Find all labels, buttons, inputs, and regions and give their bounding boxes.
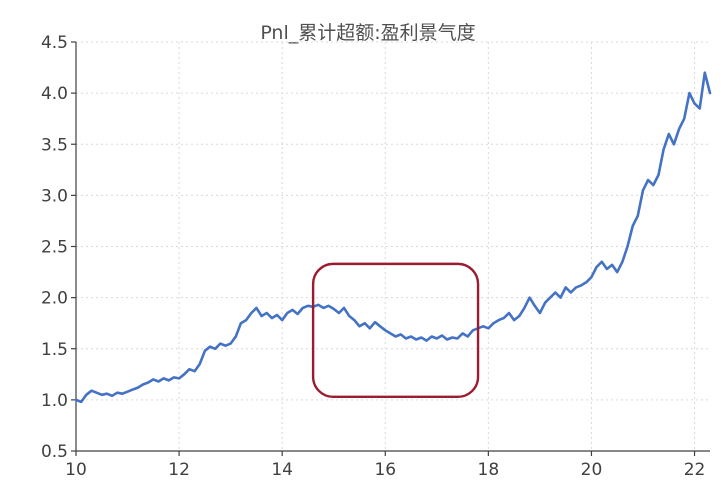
highlight-box — [311, 262, 480, 399]
x-tick-label: 10 — [65, 460, 87, 480]
y-tick-label: 3.0 — [41, 186, 68, 206]
y-tick-label: 1.0 — [41, 391, 68, 411]
y-tick-label: 4.0 — [41, 84, 68, 104]
y-tick-label: 1.5 — [41, 340, 68, 360]
x-tick-label: 18 — [478, 460, 500, 480]
grid-layer — [76, 41, 710, 451]
x-tick-label: 16 — [374, 460, 396, 480]
y-tick-label: 0.5 — [41, 442, 68, 462]
chart-title: Pnl_累计超额:盈利景气度 — [260, 22, 475, 44]
axis-layer: 0.5 1.0 1.5 2.0 2.5 3.0 3.5 4.0 4.5 10 12 14 16 18 20 2… — [41, 33, 710, 480]
y-tick-label: 2.5 — [41, 238, 68, 258]
x-tick-label: 12 — [168, 460, 190, 480]
x-tick-label: 22 — [684, 460, 706, 480]
y-tick-label: 4.5 — [41, 33, 68, 53]
x-tick-label: 20 — [581, 460, 603, 480]
y-tick-label: 2.0 — [41, 289, 68, 309]
series-layer — [74, 71, 712, 404]
x-tick-label: 14 — [271, 460, 293, 480]
series-line — [74, 71, 712, 404]
y-tick-label: 3.5 — [41, 135, 68, 155]
annotation-layer — [311, 262, 480, 399]
